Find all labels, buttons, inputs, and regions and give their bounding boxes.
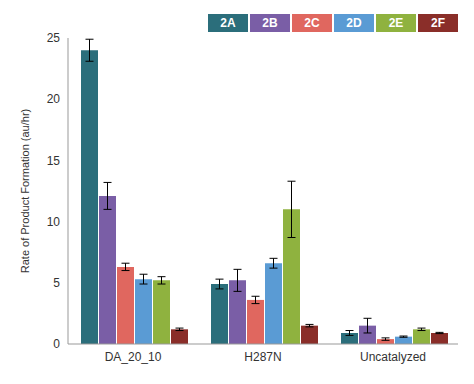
svg-text:25: 25 [47, 31, 61, 45]
svg-text:0: 0 [53, 337, 60, 351]
html-text:2F: 2F [431, 16, 445, 30]
html-text:2B: 2B [262, 16, 278, 30]
svg-text:10: 10 [47, 215, 61, 229]
svg-text:H287N: H287N [244, 350, 281, 364]
svg-text:Rate of Product Formation (au/: Rate of Product Formation (au/hr) [19, 109, 31, 273]
html-text:2E: 2E [388, 16, 404, 30]
html-text:2A: 2A [220, 16, 236, 30]
html-text:2D: 2D [346, 16, 362, 30]
svg-text:Uncatalyzed: Uncatalyzed [360, 350, 426, 364]
html-text:2C: 2C [304, 16, 320, 30]
svg-text:15: 15 [47, 154, 61, 168]
svg-text:5: 5 [53, 276, 60, 290]
svg-text:20: 20 [47, 92, 61, 106]
svg-text:DA_20_10: DA_20_10 [105, 350, 162, 364]
